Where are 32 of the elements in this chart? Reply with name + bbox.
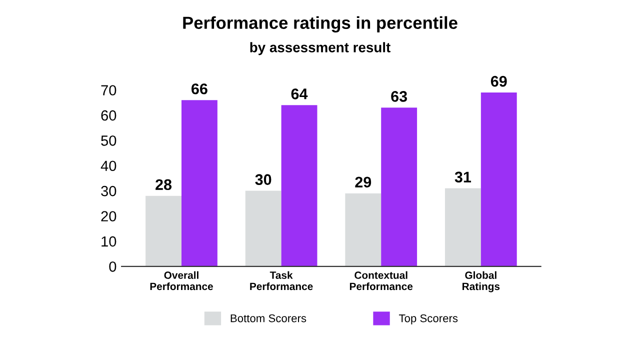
bar [381, 108, 418, 266]
legend-label: Top Scorers [398, 314, 458, 324]
data-label: 30 [255, 174, 272, 186]
data-label: 31 [454, 172, 472, 183]
y-tick-label: 10 [102, 236, 116, 247]
bar [245, 190, 282, 266]
x-tick-label: Overall Performance [150, 271, 213, 290]
x-tick-label: Contextual Performance [350, 271, 413, 290]
y-tick-label: 30 [101, 186, 116, 196]
bar [345, 193, 382, 266]
y-tick-label: 70 [101, 85, 116, 96]
data-label: 29 [355, 176, 372, 188]
y-tick-label: 0 [109, 262, 116, 272]
legend-label: Bottom Scorers [230, 314, 306, 322]
bar [146, 196, 182, 266]
y-tick-label: 40 [100, 160, 116, 172]
data-label: 28 [156, 179, 172, 190]
x-tick-label: Global Ratings [462, 271, 500, 292]
y-tick-label: 60 [101, 110, 116, 121]
bar [480, 92, 517, 266]
bar [181, 100, 218, 266]
bar [444, 188, 481, 266]
bar [281, 105, 318, 266]
data-label: 63 [391, 91, 408, 102]
x-tick-label: Task Performance [250, 271, 313, 290]
data-label: 64 [291, 88, 308, 100]
chart-subtitle: by assessment result [250, 42, 390, 56]
data-label: 66 [192, 83, 208, 94]
y-tick-label: 50 [101, 136, 116, 146]
data-label: 69 [490, 76, 507, 87]
chart-title: Performance ratings in percentile [183, 16, 458, 32]
y-tick-label: 20 [101, 211, 116, 222]
